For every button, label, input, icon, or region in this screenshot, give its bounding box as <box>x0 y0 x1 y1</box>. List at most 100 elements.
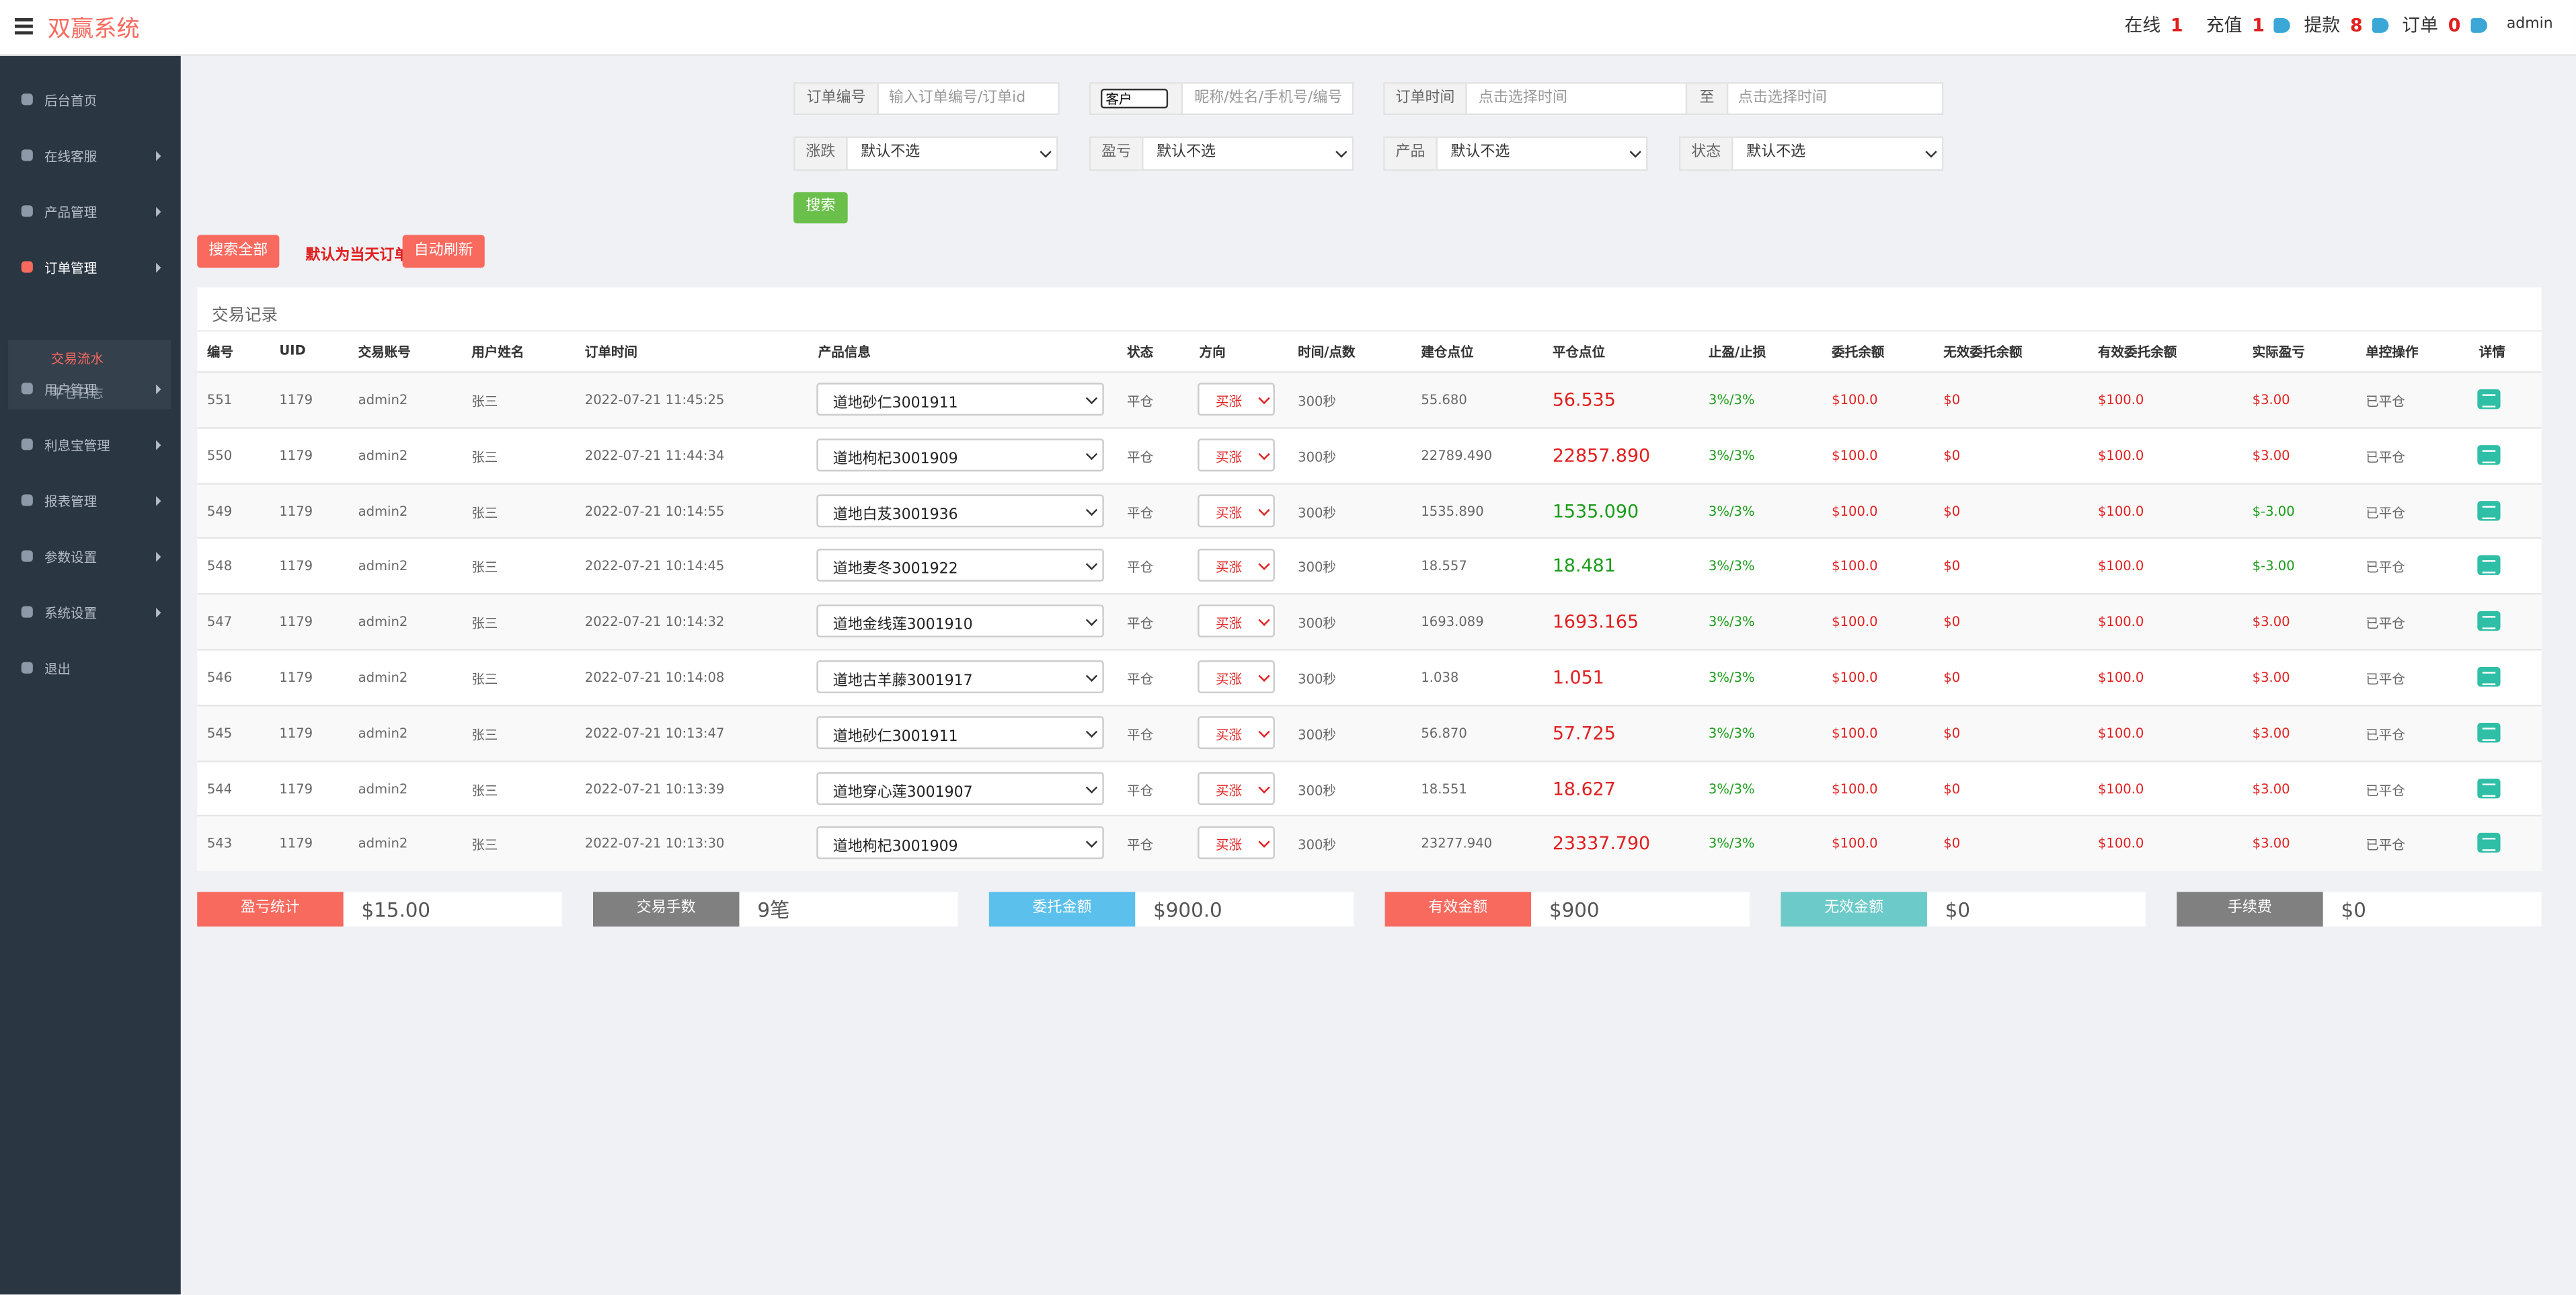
menu-item[interactable]: 产品管理 <box>0 197 181 227</box>
menu-toggle[interactable] <box>14 17 33 22</box>
direction-select[interactable]: 买涨 <box>1198 715 1275 749</box>
direction-select[interactable]: 买涨 <box>1198 604 1275 638</box>
user-menu[interactable]: admin <box>2506 16 2553 33</box>
speaker-icon[interactable] <box>2274 17 2292 32</box>
menu-item[interactable]: 在线客服 <box>0 141 181 171</box>
customer-select[interactable]: 客户 <box>1100 88 1169 109</box>
header-stat[interactable]: 订单 0 <box>2402 11 2487 38</box>
cell: 1179 <box>279 836 313 852</box>
menu-item[interactable]: 利息宝管理 <box>0 430 181 460</box>
cell: 544 <box>206 781 233 796</box>
menu-label: 利息宝管理 <box>44 438 110 454</box>
chevron <box>1258 448 1270 460</box>
customer-field[interactable]: 客户 昵称/姓名/手机号/编号 <box>1089 82 1354 116</box>
summary-box: 手续费 $0 <box>2177 892 2542 927</box>
cell: 1179 <box>279 781 313 796</box>
menu-item[interactable]: 报表管理 <box>0 486 181 516</box>
cell: admin2 <box>358 504 408 519</box>
chevron <box>1085 559 1098 571</box>
submenu-item[interactable]: 平仓日志 <box>50 386 104 401</box>
detail-button[interactable] <box>2477 833 2501 853</box>
product-select[interactable]: 道地金线莲3001910 <box>816 604 1104 638</box>
direction: 买涨 <box>1215 672 1243 687</box>
cell: 平仓 <box>1127 449 1154 465</box>
cell: $100.0 <box>1832 559 1878 574</box>
cell: 已平仓 <box>2366 727 2405 742</box>
detail-button[interactable] <box>2477 444 2501 465</box>
detail-button[interactable] <box>2477 778 2501 798</box>
select-filter[interactable]: 状态 默认不选 <box>1678 136 1944 171</box>
direction-select[interactable]: 买涨 <box>1198 771 1275 805</box>
direction-select[interactable]: 买涨 <box>1198 494 1275 527</box>
cell: 1179 <box>279 725 313 741</box>
cell: 18.481 <box>1552 555 1616 578</box>
detail-button[interactable] <box>2477 611 2501 631</box>
speaker-icon[interactable] <box>2372 17 2389 32</box>
field-label: 订单编号 <box>795 83 880 114</box>
cell: 3%/3% <box>1708 392 1755 407</box>
direction-select[interactable]: 买涨 <box>1198 438 1275 471</box>
product-select[interactable]: 道地麦冬3001922 <box>816 549 1104 582</box>
cell: 张三 <box>471 672 498 687</box>
cell: 3%/3% <box>1708 504 1755 519</box>
summary-value: $900 <box>1549 898 1600 922</box>
cell: 547 <box>206 615 233 630</box>
menu-item[interactable]: 后台首页 <box>0 85 181 115</box>
cell: 56.535 <box>1552 389 1616 411</box>
select-filter[interactable]: 盈亏 默认不选 <box>1089 136 1354 171</box>
detail-button[interactable] <box>2477 500 2501 520</box>
menu-item[interactable]: 参数设置 <box>0 542 181 572</box>
detail-button[interactable] <box>2477 722 2501 742</box>
menu-label: 用户管理 <box>44 383 97 398</box>
direction-select[interactable]: 买涨 <box>1198 383 1275 416</box>
cell: 18.627 <box>1552 778 1616 799</box>
search-all-button[interactable]: 搜索全部 <box>197 235 280 268</box>
detail-button[interactable] <box>2477 666 2501 687</box>
cell: 300秒 <box>1298 672 1337 687</box>
menu-item[interactable]: 系统设置 <box>0 598 181 627</box>
product-select[interactable]: 道地枸杞3001909 <box>816 826 1104 860</box>
chevron <box>1085 448 1098 460</box>
speaker-icon[interactable] <box>2470 17 2487 32</box>
select-filter[interactable]: 产品 默认不选 <box>1383 136 1648 171</box>
stat-value: 1 <box>2252 13 2265 36</box>
column-header: 状态 <box>1127 345 1154 360</box>
chevron <box>1335 146 1348 158</box>
header-stat[interactable]: 在线 1 <box>2124 11 2193 38</box>
product-select[interactable]: 道地白芨3001936 <box>816 494 1104 527</box>
select-filter[interactable]: 涨跌 默认不选 <box>793 136 1058 171</box>
detail-button[interactable] <box>2477 555 2501 576</box>
cell: admin2 <box>358 725 408 741</box>
menu-item[interactable]: 退出 <box>0 654 181 683</box>
product-select[interactable]: 道地砂仁3001911 <box>816 383 1104 416</box>
direction-select[interactable]: 买涨 <box>1198 826 1275 860</box>
menu-item[interactable]: 用户管理 <box>0 375 181 404</box>
table-row: 544 1179 admin2 张三 2022-07-21 10:13:39 道地穿心莲3… <box>197 760 2542 816</box>
submenu-item[interactable]: 交易流水 <box>50 351 104 366</box>
sidebar: 交易流水平仓日志 后台首页在线客服产品管理订单管理用户管理利息宝管理报表管理参数设… <box>0 56 181 1295</box>
direction-select[interactable]: 买涨 <box>1198 549 1275 582</box>
time-field[interactable]: 订单时间 点击选择时间至点击选择时间 <box>1383 82 1944 116</box>
cell: $0 <box>1943 504 1961 519</box>
chevron <box>1085 670 1098 682</box>
chevron <box>1258 725 1270 738</box>
auto-refresh-button[interactable]: 自动刷新 <box>402 235 485 268</box>
search-button[interactable]: 搜索 <box>793 192 848 224</box>
menu-icon <box>21 662 33 674</box>
header-stat[interactable]: 提款 8 <box>2304 11 2389 38</box>
cell: 2022-07-21 10:13:39 <box>584 781 725 796</box>
field-label: 产品 <box>1384 138 1438 169</box>
column-header: 有效委托余额 <box>2097 345 2177 360</box>
cell: admin2 <box>358 781 408 796</box>
select-value: 默认不选 <box>1746 145 1806 161</box>
menu-item[interactable]: 订单管理 <box>0 253 181 282</box>
direction-select[interactable]: 买涨 <box>1198 660 1275 694</box>
product-select[interactable]: 道地穿心莲3001907 <box>816 771 1104 805</box>
order-no-field[interactable]: 订单编号 输入订单编号/订单id <box>793 82 1060 116</box>
product-select[interactable]: 道地砂仁3001911 <box>816 715 1104 749</box>
product-select[interactable]: 道地枸杞3001909 <box>816 438 1104 471</box>
header-stat[interactable]: 充值 1 <box>2206 11 2292 38</box>
detail-button[interactable] <box>2477 389 2501 409</box>
product-select[interactable]: 道地古羊藤3001917 <box>816 660 1104 694</box>
